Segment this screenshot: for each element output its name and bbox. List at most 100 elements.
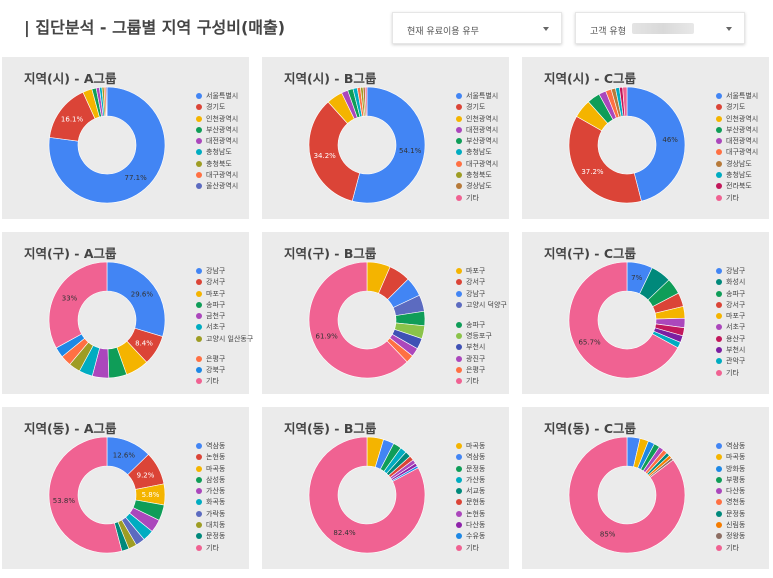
legend-item[interactable]: 송파구 [196,300,256,311]
legend-item[interactable]: 충청북도 [456,170,516,181]
legend-item[interactable]: 문정동 [196,531,256,542]
legend-item[interactable]: 대전광역시 [456,125,516,136]
donut-slice[interactable] [308,436,426,554]
legend-item[interactable]: 전라북도 [716,181,773,192]
legend-item[interactable]: 인천광역시 [716,114,773,125]
donut-slice[interactable] [568,436,686,554]
legend-item[interactable]: 마곡동 [196,464,256,475]
legend-item[interactable]: 대구광역시 [196,170,256,181]
legend-item[interactable]: 관악구 [716,356,773,367]
legend-item[interactable]: 마포구 [716,311,773,322]
legend-item[interactable]: 강남구 [196,266,256,277]
donut-chart[interactable]: 29.6% 8.4% 33% [47,260,167,380]
legend-item[interactable]: 마포구 [196,289,256,300]
legend-item[interactable]: 용산구 [716,334,773,345]
legend-item[interactable]: 방화동 [716,464,773,475]
legend-item[interactable]: 대전광역시 [196,136,256,147]
legend-item[interactable]: 가락동 [196,509,256,520]
legend-item[interactable]: 은평구 [196,354,256,365]
legend-item[interactable]: 경기도 [456,102,516,113]
legend-item[interactable]: 수유동 [456,531,516,542]
donut-chart[interactable]: 82.4% [307,435,427,555]
legend-item[interactable]: 금천구 [196,311,256,322]
legend-item[interactable]: 부천시 [716,345,773,356]
donut-slice[interactable] [48,86,166,204]
legend-item[interactable]: 기타 [456,376,516,387]
legend-item[interactable]: 가산동 [456,475,516,486]
donut-slice[interactable] [48,261,108,349]
legend-item[interactable]: 역삼동 [196,441,256,452]
donut-slice[interactable] [105,86,108,117]
legend-item[interactable]: 마곡동 [716,452,773,463]
legend-item[interactable]: 부산광역시 [716,125,773,136]
donut-slice[interactable] [364,86,368,117]
legend-item[interactable]: 신림동 [716,520,773,531]
donut-chart[interactable]: 77.1% 16.1% [47,85,167,205]
donut-chart[interactable]: 46% 37.2% [567,85,687,205]
donut-chart[interactable]: 12.6% 9.2% 5.8% 53.8% [47,435,167,555]
legend-item[interactable]: 대구광역시 [456,159,516,170]
paid-usage-filter-dropdown[interactable]: 현재 유료이용 유무 [392,12,562,44]
legend-item[interactable]: 논현동 [456,509,516,520]
legend-item[interactable]: 문정동 [456,464,516,475]
legend-item[interactable]: 서초구 [196,322,256,333]
legend-item[interactable]: 문현동 [456,497,516,508]
legend-item[interactable]: 마곡동 [456,441,516,452]
legend-item[interactable]: 송파구 [716,289,773,300]
legend-item[interactable]: 문정동 [716,509,773,520]
donut-slice[interactable] [308,101,360,202]
donut-slice[interactable] [48,436,123,554]
donut-slice[interactable] [308,261,408,379]
donut-chart[interactable]: 85% [567,435,687,555]
legend-item[interactable]: 기타 [196,376,256,387]
legend-item[interactable]: 화성시 [716,277,773,288]
legend-item[interactable]: 부평동 [716,475,773,486]
legend-item[interactable]: 서울특별시 [716,91,773,102]
donut-slice[interactable] [568,116,642,204]
legend-item[interactable]: 서울특별시 [196,91,256,102]
legend-item[interactable]: 영등포구 [456,331,516,342]
legend-item[interactable]: 기타 [456,193,516,204]
legend-item[interactable]: 경상남도 [716,159,773,170]
legend-item[interactable]: 울산광역시 [196,181,256,192]
legend-item[interactable]: 인천광역시 [196,114,256,125]
legend-item[interactable]: 기타 [716,543,773,554]
legend-item[interactable]: 다산동 [716,486,773,497]
legend-item[interactable]: 영천동 [716,497,773,508]
legend-item[interactable]: 기타 [716,193,773,204]
legend-item[interactable]: 부산광역시 [456,136,516,147]
donut-slice[interactable] [626,86,686,202]
legend-item[interactable]: 삼성동 [196,475,256,486]
legend-item[interactable]: 경기도 [716,102,773,113]
donut-chart[interactable]: 7% 65.7% [567,260,687,380]
legend-item[interactable]: 충청북도 [196,159,256,170]
legend-item[interactable]: 대치동 [196,520,256,531]
donut-slice[interactable] [106,261,166,337]
legend-item[interactable]: 서교동 [456,486,516,497]
legend-item[interactable]: 고양시 덕양구 [456,300,516,320]
legend-item[interactable]: 충청남도 [456,147,516,158]
legend-item[interactable]: 대전광역시 [716,136,773,147]
legend-item[interactable]: 강남구 [716,266,773,277]
legend-item[interactable]: 부산광역시 [196,125,256,136]
legend-item[interactable]: 강서구 [196,277,256,288]
legend-item[interactable]: 경상남도 [456,181,516,192]
legend-item[interactable]: 기타 [456,543,516,554]
legend-item[interactable]: 부천시 [456,342,516,353]
legend-item[interactable]: 정왕동 [716,531,773,542]
legend-item[interactable]: 마포구 [456,266,516,277]
legend-item[interactable]: 강서구 [716,300,773,311]
legend-item[interactable]: 서초구 [716,322,773,333]
legend-item[interactable]: 논현동 [196,452,256,463]
legend-item[interactable]: 강남구 [456,289,516,300]
legend-item[interactable]: 가산동 [196,486,256,497]
legend-item[interactable]: 충청남도 [196,147,256,158]
legend-item[interactable]: 역삼동 [716,441,773,452]
legend-item[interactable]: 은평구 [456,365,516,376]
legend-item[interactable]: 서울특별시 [456,91,516,102]
legend-item[interactable]: 강북구 [196,365,256,376]
legend-item[interactable]: 기타 [716,368,773,379]
legend-item[interactable]: 강서구 [456,277,516,288]
legend-item[interactable]: 다산동 [456,520,516,531]
legend-item[interactable]: 역삼동 [456,452,516,463]
